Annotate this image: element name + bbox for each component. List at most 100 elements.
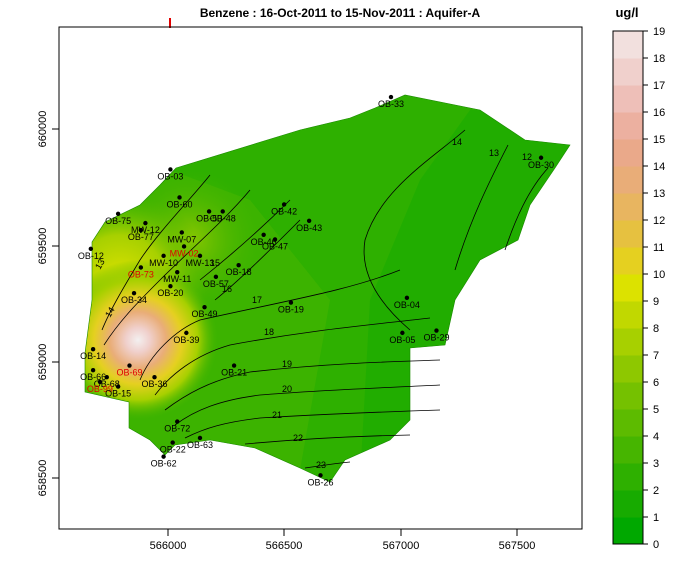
contour-12 [504, 167, 549, 251]
well-label: OB-77 [128, 232, 154, 242]
well-point [206, 209, 212, 214]
well-point [434, 328, 439, 333]
well-marker: OB-50 [196, 209, 222, 223]
well-label: MW-07 [167, 234, 196, 244]
well-point [104, 375, 109, 380]
well-marker: OB-43 [296, 218, 322, 233]
well-label: OB-29 [423, 333, 449, 343]
well-label: OB-05 [389, 335, 415, 345]
colorbar-tick-label: 15 [653, 134, 665, 146]
well-marker: OB-42 [271, 202, 297, 216]
x-tick-label: 567000 [383, 540, 420, 552]
colorbar-segment [613, 517, 643, 545]
well-marker: OB-66 [80, 368, 106, 382]
well-point [97, 379, 103, 385]
contour-16 [214, 219, 301, 301]
well-point [231, 363, 237, 368]
colorbar-tick-label: 1 [653, 512, 659, 524]
colorbar-unit: ug/l [615, 5, 638, 20]
well-marker: OB-18 [226, 262, 252, 277]
well-label: OB-04 [394, 300, 420, 310]
well-label: OB-18 [226, 267, 252, 277]
well-point [388, 94, 394, 100]
well-point [272, 237, 278, 242]
well-point [318, 473, 323, 478]
x-tick-label: 567500 [499, 540, 536, 552]
contour-label: 21 [272, 410, 282, 420]
chart-title: Benzene : 16-Oct-2011 to 15-Nov-2011 : A… [200, 6, 481, 20]
colorbar-tick-label: 9 [653, 296, 659, 308]
contour-label: 13 [489, 148, 499, 158]
well-markers: OB-33 OB-30 OB-03 OB-75 OB-77 OB-12 OB-60OB-50… [78, 94, 554, 487]
contour-13-east [454, 144, 509, 271]
well-point [138, 265, 144, 270]
contour-14-west [103, 189, 251, 346]
colorbar-tick-label: 11 [653, 242, 664, 254]
well-marker: OB-57 [203, 274, 229, 289]
colorbar-segment [613, 166, 643, 194]
well-marker: OB-60 [167, 195, 193, 209]
contour-label: 20 [282, 384, 292, 394]
colorbar-tick-label: 8 [653, 323, 659, 335]
well-point [131, 290, 137, 296]
well-label: OB-62 [151, 459, 177, 469]
well-marker: MW-10 [149, 253, 178, 268]
y-tick-label: 658500 [37, 460, 49, 497]
colorbar-segment [613, 301, 643, 329]
well-marker: OB-33 [378, 94, 404, 109]
well-label: OB-26 [307, 477, 333, 487]
contour-lines [101, 129, 549, 469]
well-point [202, 304, 207, 310]
well-point [197, 253, 203, 259]
well-marker: OB-15 [105, 384, 131, 399]
contour-15 [199, 199, 291, 281]
colorbar-segment [613, 436, 643, 464]
well-marker: OB-29 [423, 328, 449, 343]
y-tick-label: 659500 [37, 228, 49, 265]
contour-14-east [363, 129, 466, 331]
well-label: OB-60 [167, 199, 193, 209]
contour-label: 14 [103, 305, 117, 319]
well-label: MW-12 [131, 225, 160, 235]
colorbar-tick-label: 18 [653, 53, 665, 65]
well-marker: OB-72 [164, 419, 190, 434]
plume-outline [84, 94, 571, 483]
x-tick-label: 566500 [266, 540, 303, 552]
well-label: OB-34 [121, 295, 147, 305]
well-marker: OB-75 [105, 211, 131, 226]
well-point [143, 220, 148, 226]
well-point [90, 347, 96, 352]
well-point [90, 368, 96, 373]
well-label: OB-63 [187, 440, 213, 450]
well-point [177, 195, 182, 200]
contour-20 [174, 384, 441, 426]
well-point [161, 454, 166, 459]
well-point [261, 232, 266, 238]
contour-13-west [101, 174, 211, 331]
well-point [152, 375, 157, 380]
well-point [161, 253, 166, 259]
well-marker: OB-36 [141, 375, 168, 389]
well-label: OB-99 [87, 384, 113, 394]
well-label: OB-46 [251, 237, 277, 247]
well-marker: OB-14 [80, 347, 106, 361]
well-point [127, 363, 132, 368]
well-point [168, 167, 173, 172]
colorbar-tick-label: 5 [653, 404, 659, 416]
well-point [88, 246, 94, 252]
colorbar-tick-label: 6 [653, 377, 659, 389]
well-point [115, 211, 121, 216]
well-label: OB-72 [164, 424, 190, 434]
colorbar-segment [613, 112, 643, 140]
contour-label: 18 [264, 327, 274, 337]
well-label: OB-20 [157, 288, 183, 298]
well-point [170, 440, 175, 445]
colorbar-tick-label: 10 [653, 269, 665, 281]
colorbar-segment [613, 463, 643, 491]
colorbar-segment [613, 382, 643, 410]
x-axis: 566000 566500 567000 567500 [150, 529, 536, 552]
well-label: OB-21 [221, 368, 247, 378]
well-label: OB-39 [173, 335, 199, 345]
well-point [306, 218, 312, 223]
